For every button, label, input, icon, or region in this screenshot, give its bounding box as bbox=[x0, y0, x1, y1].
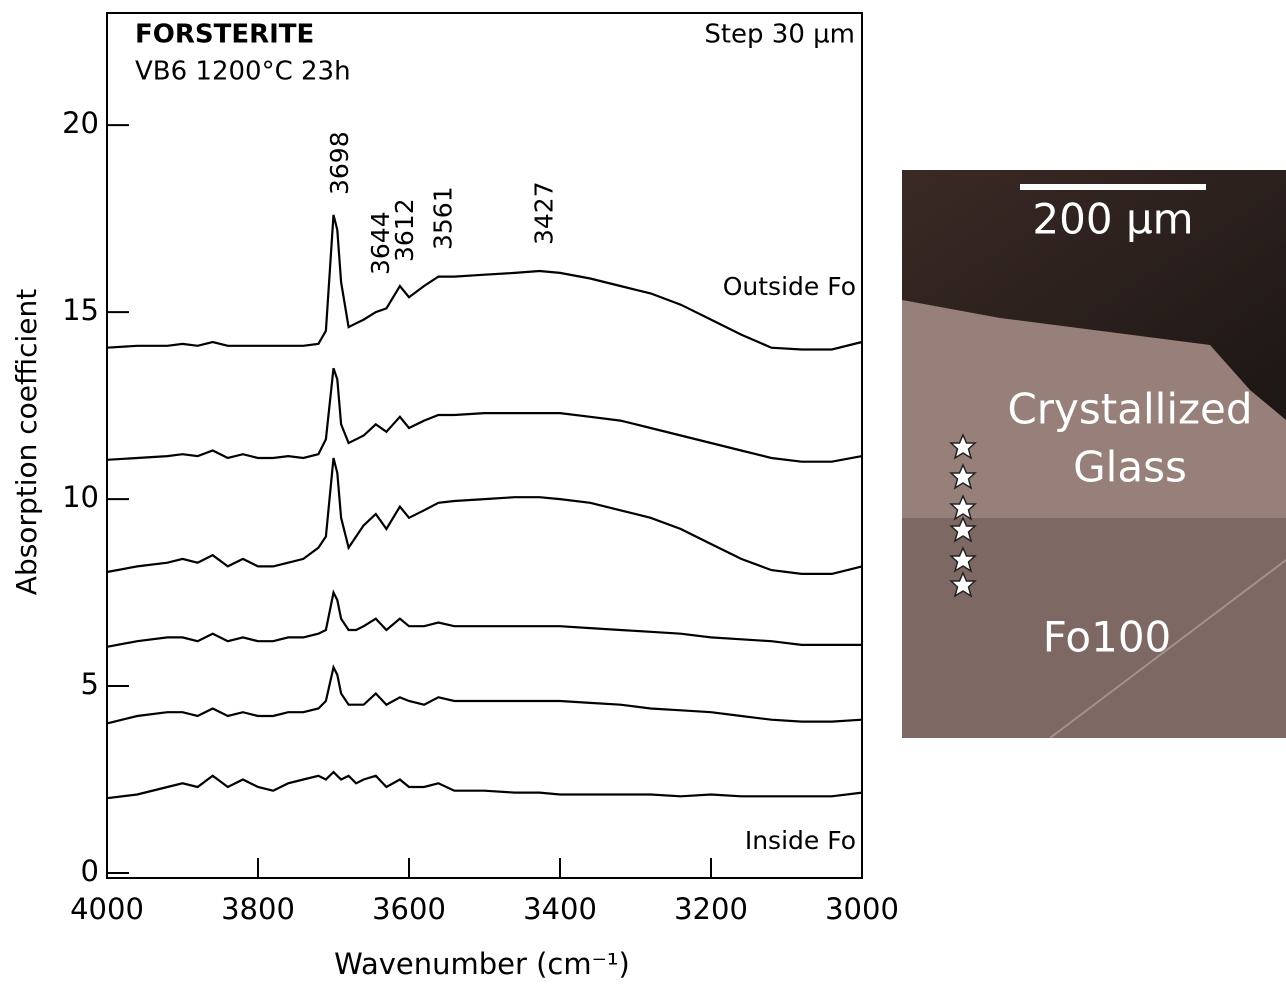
figure: 200 µm Crystallized Glass Fo100 FORSTERI… bbox=[0, 0, 1286, 986]
series-label: Outside Fo bbox=[723, 272, 856, 301]
spectrum-line bbox=[107, 593, 862, 647]
x-tick-label: 3600 bbox=[372, 892, 446, 926]
y-tick-label: 5 bbox=[81, 667, 99, 701]
peak-label: 3427 bbox=[530, 181, 559, 245]
spectrum-line bbox=[107, 667, 862, 723]
peak-label: 3561 bbox=[428, 186, 457, 250]
x-tick-label: 4000 bbox=[70, 892, 144, 926]
peak-label: 3612 bbox=[390, 198, 419, 262]
scale-bar-label: 200 µm bbox=[1032, 195, 1193, 244]
x-tick-label: 3200 bbox=[674, 892, 748, 926]
y-tick-label: 20 bbox=[62, 106, 99, 140]
region-label: Fo100 bbox=[1043, 613, 1172, 662]
chart-title: FORSTERITE bbox=[135, 20, 314, 50]
y-tick-label: 10 bbox=[62, 480, 99, 514]
spectrum-line bbox=[107, 772, 862, 798]
series-label: Inside Fo bbox=[745, 826, 856, 855]
annotation: Step 30 µm bbox=[704, 20, 855, 50]
y-tick-label: 0 bbox=[81, 854, 99, 888]
x-tick-label: 3000 bbox=[825, 892, 899, 926]
x-axis-label: Wavenumber (cm⁻¹) bbox=[334, 947, 630, 981]
sample-photo: 200 µm Crystallized Glass Fo100 bbox=[902, 170, 1286, 738]
x-tick-label: 3400 bbox=[523, 892, 597, 926]
y-tick-label: 15 bbox=[62, 293, 99, 327]
x-tick-label: 3800 bbox=[221, 892, 295, 926]
chart-subtitle: VB6 1200°C 23h bbox=[135, 57, 351, 87]
region-label: Crystallized bbox=[1007, 385, 1252, 434]
plot-frame bbox=[107, 13, 862, 878]
region-label: Glass bbox=[1073, 443, 1187, 492]
y-axis-label: Absorption coefficient bbox=[10, 289, 43, 595]
spectrum-line bbox=[107, 368, 862, 462]
spectrum-line bbox=[107, 458, 862, 574]
peak-label: 3698 bbox=[325, 131, 354, 195]
